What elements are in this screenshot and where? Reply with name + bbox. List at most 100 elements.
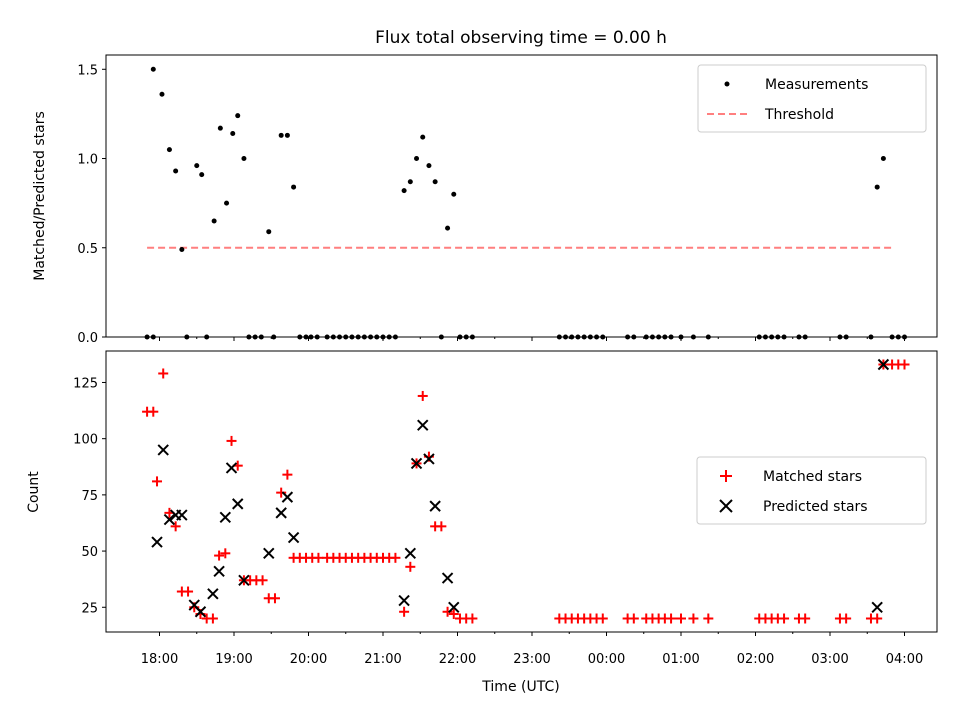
measurement-point [266,229,272,235]
predicted-star-point [275,507,287,519]
predicted-star-point [429,500,441,512]
x-tick-label: 23:00 [513,652,550,667]
measurement-point [179,247,185,253]
top-axes-frame [105,54,938,338]
predicted-star-point [404,547,417,560]
x-tick-label: 00:00 [588,652,625,667]
predicted-star-point [441,572,454,584]
predicted-star-point [157,444,169,456]
predicted-star-point [194,606,207,618]
predicted-star-point [877,358,890,371]
matched-star-point [676,613,686,624]
predicted-star-point [263,547,275,560]
x-tick-label: 03:00 [811,652,848,667]
predicted-star-point [163,513,176,526]
matched-star-point [269,593,280,604]
matched-star-point [800,613,811,624]
x-tick-label: 01:00 [662,652,699,667]
measurement-point [150,66,156,72]
y-tick-label: 1.5 [77,63,98,78]
predicted-star-point [225,462,238,474]
y-tick-label: 125 [73,376,98,391]
x-tick-label: 04:00 [886,652,923,667]
matched-star-point [257,575,268,586]
measurement-point [159,91,165,97]
measurement-point [451,191,457,197]
y-tick-label: 25 [81,601,98,616]
measurement-point [414,156,420,162]
measurement-point [432,179,438,185]
measurement-point [291,184,297,190]
top-legend: Measurements Threshold [697,64,927,133]
matched-star-point [183,586,194,597]
matched-star-point [276,487,287,498]
y-tick-label: 1.0 [77,153,98,168]
measurement-point [166,147,172,153]
y-tick-label: 75 [81,489,98,504]
top-panel: Flux total observing time = 0.00 h 0.00.… [32,28,938,346]
predicted-star-point [398,594,410,607]
matched-star-point [703,613,714,624]
matched-star-point [597,613,608,624]
measurement-point [278,132,284,138]
bottom-y-axis-label: Count [26,471,42,513]
measurement-point [224,200,230,206]
predicted-star-point [151,536,163,548]
measurement-point [241,156,247,162]
measurement-point [874,184,880,190]
bottom-y-ticks: 25 50 75 100 125 [73,376,106,616]
legend-matched-marker [720,470,732,482]
chart-title: Flux total observing time = 0.00 h [375,28,667,48]
legend-measurements-marker [724,81,730,87]
measurement-point [194,163,200,169]
counts-layer [142,358,910,624]
predicted-star-point [219,511,232,524]
matched-star-point [399,606,410,617]
matched-star-point [148,406,159,417]
x-tick-label: 18:00 [141,652,178,667]
matched-star-point [779,613,790,624]
matched-star-point [170,521,181,532]
predicted-star-point [287,531,300,544]
y-tick-label: 0.0 [77,331,98,346]
x-tick-label: 19:00 [215,652,252,667]
matched-star-point [688,613,699,624]
x-tick-label: 22:00 [439,652,476,667]
x-axis-label: Time (UTC) [481,679,559,695]
matched-star-point [899,359,910,370]
y-tick-label: 100 [73,433,98,448]
matched-star-point [448,609,459,620]
matched-star-point [220,548,231,559]
predicted-star-point [410,457,423,470]
top-y-axis-label: Matched/Predicted stars [32,111,48,281]
matched-star-point [436,521,447,532]
matched-star-point [313,552,324,563]
measurement-point [217,125,223,131]
predicted-star-point [207,588,219,600]
matched-star-point [405,561,416,572]
measurement-point [235,113,241,119]
x-tick-label: 02:00 [737,652,774,667]
measurement-point [426,163,432,169]
bottom-x-ticks: 18:00 19:00 20:00 21:00 22:00 23:00 00:00 01:00… [141,632,923,667]
matched-star-point [390,552,401,563]
y-tick-label: 50 [81,545,98,560]
measurement-point [284,132,290,138]
matched-star-point [226,435,237,446]
measurement-point [407,179,413,185]
legend-threshold-label: Threshold [764,107,834,123]
measurement-point [230,131,236,137]
measurement-point [445,225,451,231]
matched-star-point [158,368,169,379]
predicted-star-point [423,453,435,465]
measurement-point [173,168,179,174]
predicted-star-point [871,601,883,613]
bottom-axes-frame [105,350,938,633]
legend-measurements-label: Measurements [765,77,868,93]
measurement-point [199,172,205,178]
matched-star-point [666,613,677,624]
measurement-point [211,218,217,224]
legend-matched-label: Matched stars [763,469,862,485]
top-legend-box [697,64,927,133]
